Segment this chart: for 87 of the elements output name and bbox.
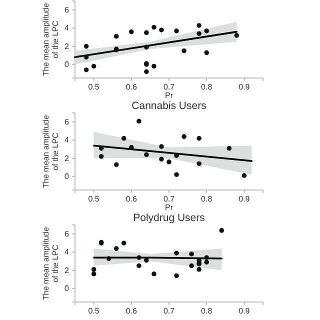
y-tick-label: 2 (64, 154, 70, 163)
x-tick-label: 0.7 (163, 82, 176, 92)
point (159, 28, 164, 32)
point (189, 252, 194, 256)
point (106, 256, 112, 261)
point (129, 145, 134, 150)
point (196, 267, 202, 272)
y-axis-title: The mean amplitude of the LPC (42, 2, 60, 76)
point (84, 44, 89, 49)
point (136, 118, 142, 124)
point (196, 31, 202, 36)
point (114, 34, 119, 39)
x-axis-title: Pr (165, 203, 174, 212)
x-tick-label: 0.6 (126, 82, 138, 92)
point (114, 246, 119, 251)
x-tick-label: 0.5 (88, 82, 100, 92)
point (144, 152, 149, 158)
y-tick-label: 0 (64, 284, 70, 293)
point (136, 255, 142, 260)
point (174, 172, 179, 177)
point (91, 64, 96, 69)
point (166, 160, 172, 164)
x-tick-label: 0.9 (238, 82, 250, 92)
point (84, 67, 89, 72)
point (182, 48, 186, 54)
point (204, 28, 209, 34)
point (144, 69, 149, 74)
y-tick-label: 2 (64, 42, 70, 51)
point (189, 263, 194, 268)
point (204, 50, 209, 56)
chart-title: Polydrug Users (133, 212, 205, 224)
point (152, 24, 156, 30)
y-tick-label: 2 (64, 266, 70, 275)
y-tick-label: 0 (64, 60, 70, 69)
point (84, 54, 89, 60)
point (182, 134, 186, 139)
point (219, 228, 224, 233)
y-tick-label: 4 (64, 24, 70, 33)
x-tick-label: 0.9 (238, 194, 250, 204)
point (91, 267, 96, 272)
point (144, 30, 149, 36)
point (144, 258, 149, 263)
point (98, 146, 104, 151)
point (152, 64, 156, 69)
point (114, 162, 119, 168)
x-tick-label: 0.8 (201, 194, 213, 204)
point (204, 260, 209, 265)
point (242, 173, 247, 178)
point (121, 240, 126, 246)
chart-title: Cannabis Users (132, 100, 206, 112)
x-tick-label: 0.6 (126, 194, 138, 204)
point (144, 44, 149, 50)
x-axis-title: Pr (165, 91, 174, 100)
x-tick-label: 0.8 (201, 82, 213, 92)
point (174, 153, 179, 158)
y-tick-label: 0 (64, 172, 70, 181)
point (174, 28, 179, 34)
point (159, 156, 164, 162)
x-tick-label: 0.7 (163, 194, 176, 204)
point (129, 29, 134, 34)
point (174, 250, 179, 256)
x-tick-label: 0.6 (126, 306, 138, 316)
y-tick-label: 6 (64, 230, 70, 239)
point (174, 273, 179, 278)
point (121, 136, 126, 141)
y-tick-label: 6 (64, 118, 70, 127)
point (98, 154, 104, 159)
x-tick-label: 0.8 (201, 306, 213, 316)
x-tick-label: 0.9 (238, 306, 250, 316)
y-axis-title: The mean amplitude of the LPC (42, 226, 60, 300)
point (234, 33, 240, 38)
x-tick-label: 0.5 (88, 306, 100, 316)
point (152, 272, 156, 276)
point (226, 146, 232, 151)
point (196, 136, 202, 141)
y-axis-title: The mean amplitude of the LPC (42, 114, 60, 188)
point (196, 23, 202, 28)
point (196, 161, 202, 166)
x-tick-label: 0.5 (88, 194, 100, 204)
point (159, 144, 164, 149)
y-tick-label: 4 (64, 248, 70, 257)
y-tick-label: 6 (64, 6, 70, 15)
point (136, 263, 142, 268)
x-tick-label: 0.7 (163, 306, 176, 316)
point (204, 255, 209, 260)
y-tick-label: 4 (64, 136, 70, 145)
point (91, 272, 96, 276)
